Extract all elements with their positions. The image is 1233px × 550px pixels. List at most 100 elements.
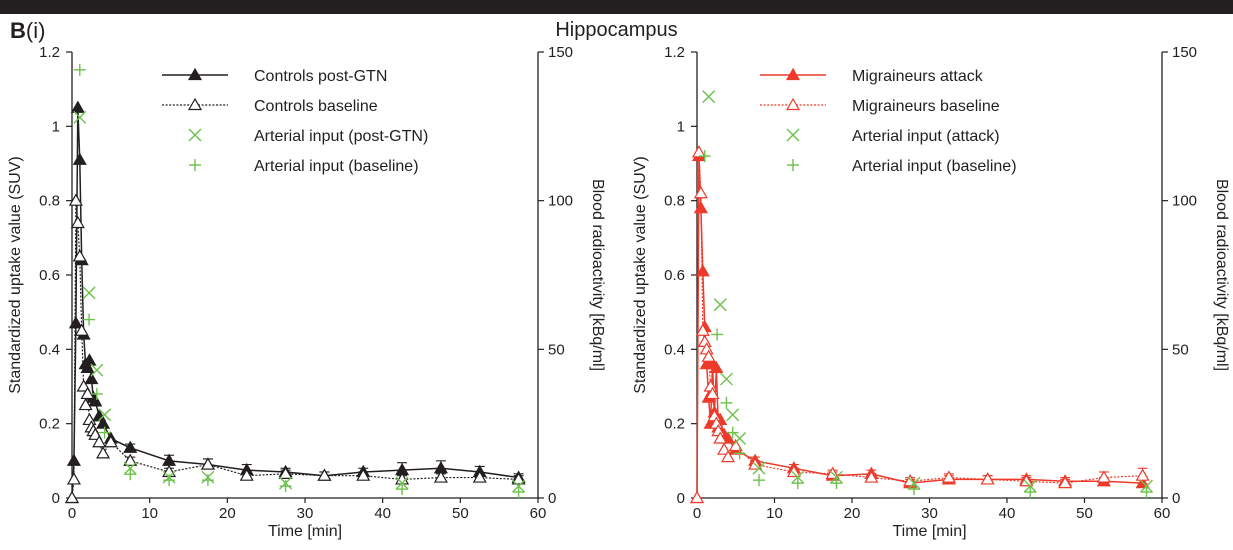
data-point — [98, 426, 111, 439]
y-axis-label: Standardized uptake value (SUV) — [7, 156, 24, 393]
y2-tick-label: 0 — [548, 490, 556, 507]
x-marker-stroke — [90, 363, 104, 377]
y2-tick-label: 100 — [548, 193, 573, 210]
y2-tick-label: 150 — [1172, 44, 1197, 61]
legend-label: Arterial input (baseline) — [852, 158, 1017, 175]
y-tick-label: 0.8 — [664, 193, 685, 210]
data-point — [512, 486, 525, 499]
x-tick-label: 50 — [452, 505, 469, 522]
data-point — [73, 110, 87, 124]
y-tick-label: 0.8 — [39, 193, 60, 210]
x-axis-label: Time [min] — [892, 523, 966, 540]
series-4 — [73, 63, 525, 499]
x-tick-label: 40 — [999, 505, 1016, 522]
data-point — [83, 313, 96, 326]
data-point — [709, 360, 724, 374]
y-tick-label: 0 — [52, 490, 60, 507]
data-point — [356, 468, 371, 481]
x-tick-label: 0 — [68, 505, 76, 522]
y-tick-label: 0.2 — [664, 416, 685, 433]
series-line — [696, 152, 1143, 499]
data-point — [695, 264, 710, 277]
legend-marker — [187, 97, 203, 111]
series-1 — [689, 148, 1150, 504]
x-tick-label: 60 — [530, 505, 547, 522]
x-marker-stroke — [752, 461, 766, 475]
legend-marker — [787, 159, 799, 171]
data-point — [786, 464, 801, 478]
x-tick-label: 60 — [1154, 505, 1171, 522]
y-tick-label: 0.4 — [39, 341, 60, 358]
chart-panel-right: 0 10 20 30 40 50 6000.20.40.60.811.2050100150T… — [632, 44, 1230, 540]
data-point — [1140, 486, 1153, 499]
legend-marker — [188, 128, 202, 142]
data-point — [82, 353, 97, 366]
y-tick-label: 0.6 — [664, 267, 685, 284]
y2-axis-label: Blood radioactivity [kBq/ml] — [1213, 179, 1230, 371]
x-marker-stroke — [733, 432, 747, 446]
data-point — [753, 474, 765, 487]
x-tick-label: 20 — [844, 505, 861, 522]
series-2 — [64, 193, 526, 504]
data-point — [689, 490, 705, 504]
legend-label: Migraineurs baseline — [852, 98, 1000, 115]
legend-marker — [189, 159, 201, 171]
data-point — [791, 477, 804, 490]
series-3 — [702, 90, 1153, 493]
data-point — [1019, 474, 1034, 487]
series-line — [71, 200, 519, 499]
data-point — [92, 435, 107, 448]
data-point — [726, 408, 740, 422]
y2-tick-label: 50 — [1172, 341, 1189, 358]
data-point — [201, 474, 214, 487]
data-point — [200, 457, 215, 470]
legend-entry: Arterial input (attack) — [786, 128, 1000, 145]
data-point — [123, 453, 138, 466]
data-point — [691, 145, 706, 158]
data-point — [70, 100, 85, 113]
data-point — [726, 426, 739, 439]
data-point — [163, 474, 176, 487]
x-marker-stroke — [702, 90, 716, 104]
data-point — [1058, 475, 1073, 489]
data-point — [720, 449, 736, 463]
x-marker-stroke — [98, 408, 112, 422]
data-point — [78, 397, 93, 411]
data-point — [80, 386, 95, 400]
data-point — [64, 490, 80, 504]
y-tick-label: 1 — [677, 118, 685, 135]
data-point — [695, 323, 710, 336]
data-point — [124, 468, 137, 481]
data-point — [239, 468, 254, 481]
data-point — [980, 472, 995, 485]
legend-entry: Arterial input (baseline) — [189, 158, 419, 175]
data-point — [68, 193, 83, 206]
data-point — [66, 472, 81, 485]
y-tick-label: 0 — [677, 490, 685, 507]
x-tick-label: 50 — [1076, 505, 1093, 522]
data-point — [90, 363, 104, 377]
data-point — [733, 432, 747, 446]
y2-axis-label: Blood radioactivity [kBq/ml] — [589, 179, 606, 371]
data-point — [752, 461, 766, 475]
legend-label: Arterial input (baseline) — [254, 158, 419, 175]
legend-entry: Arterial input (baseline) — [787, 158, 1017, 175]
data-point — [1024, 486, 1037, 499]
legend-marker — [785, 97, 801, 111]
y-axis-label: Standardized uptake value (SUV) — [632, 156, 649, 393]
legend-entry: Migraineurs baseline — [760, 97, 1000, 115]
y2-tick-label: 0 — [1172, 490, 1180, 507]
data-point — [82, 286, 96, 300]
legend-entry: Controls post-GTN — [162, 67, 387, 85]
data-point — [713, 298, 727, 312]
y-tick-label: 1 — [52, 118, 60, 135]
data-point — [702, 90, 716, 104]
data-point — [72, 249, 87, 262]
series-4 — [698, 150, 1153, 499]
data-point — [720, 396, 733, 409]
x-tick-label: 0 — [693, 505, 701, 522]
data-point — [73, 63, 86, 76]
data-point — [72, 152, 87, 165]
data-point — [96, 446, 111, 459]
